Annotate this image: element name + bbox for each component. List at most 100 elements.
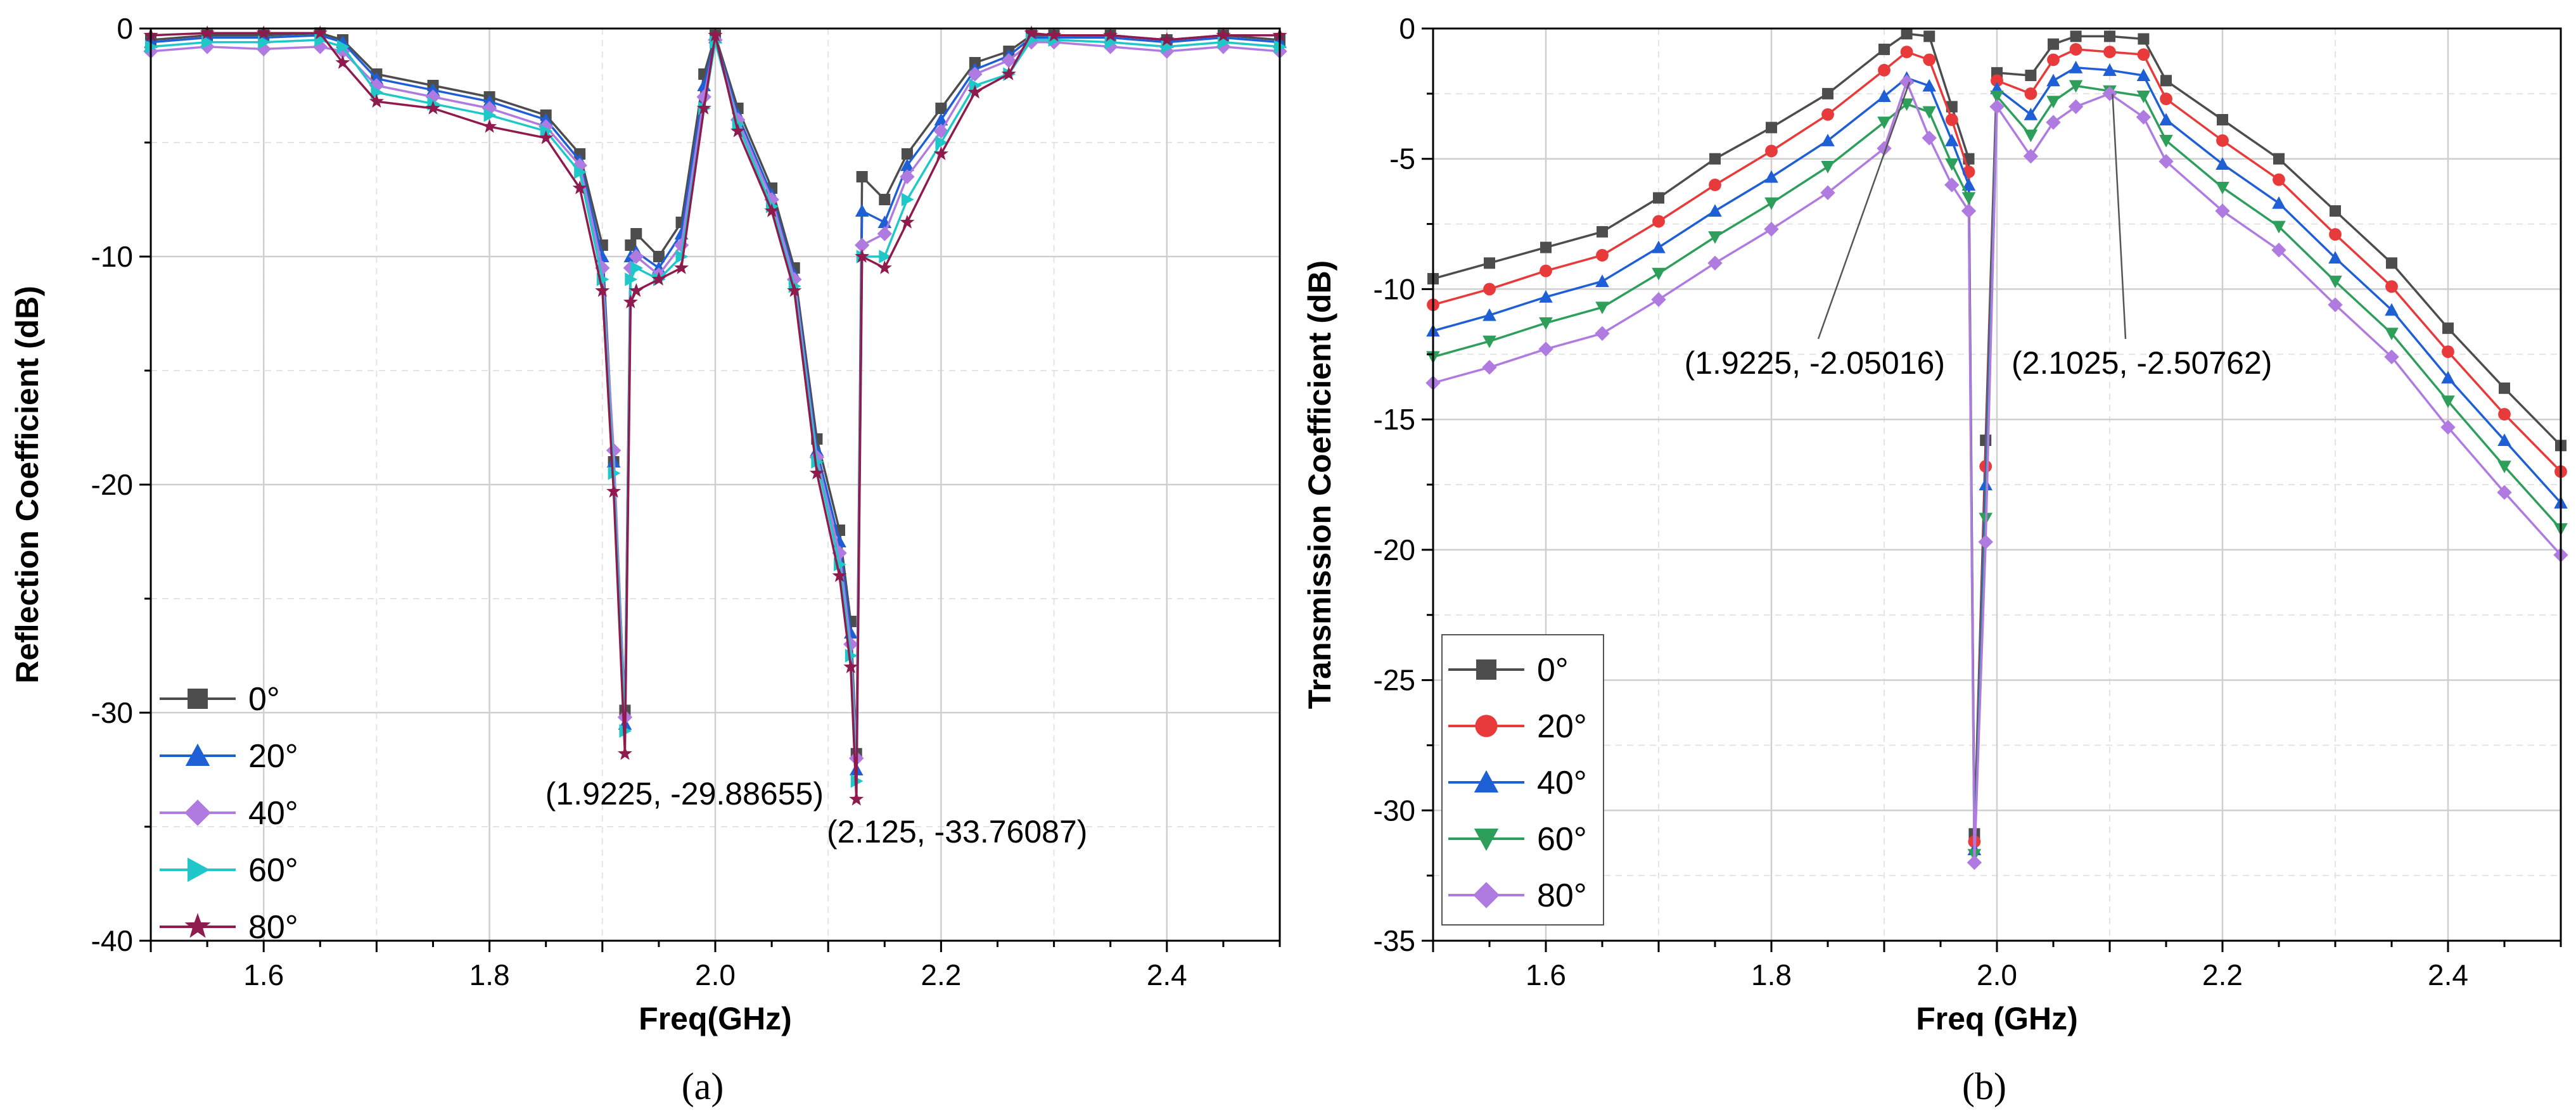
data-point	[1821, 134, 1835, 146]
data-point	[2497, 461, 2511, 473]
data-point	[2136, 110, 2152, 125]
data-point	[879, 250, 892, 264]
data-point	[2046, 96, 2060, 108]
data-point	[2160, 92, 2172, 105]
data-point	[336, 40, 350, 54]
data-point	[2272, 220, 2286, 234]
data-point	[2068, 99, 2084, 115]
data-point	[2137, 48, 2150, 61]
legend-marker	[185, 743, 210, 766]
legend-label: 40°	[248, 795, 298, 832]
data-point	[2440, 419, 2456, 435]
y-tick-label: -40	[91, 924, 133, 957]
panel-caption: (b)	[1962, 1066, 2006, 1107]
data-point	[540, 124, 553, 138]
data-point	[2216, 181, 2229, 194]
data-point	[1483, 283, 1496, 296]
x-axis-title: Freq(GHz)	[639, 1001, 792, 1036]
data-point	[2215, 203, 2230, 219]
data-point	[1961, 178, 1976, 191]
data-point	[2498, 408, 2511, 421]
legend-label: 60°	[1537, 821, 1587, 858]
legend-marker	[1475, 715, 1498, 737]
data-point	[1923, 53, 1936, 67]
data-point	[1944, 177, 1960, 193]
x-tick-label: 2.2	[2202, 958, 2243, 991]
data-point	[2385, 328, 2399, 341]
data-point	[2104, 30, 2115, 42]
data-point	[1652, 267, 1666, 281]
legend-item: 0°	[160, 681, 280, 718]
legend-marker	[1476, 659, 1496, 680]
data-point	[843, 637, 858, 652]
x-tick-label: 2.4	[2428, 958, 2468, 991]
legend-label: 60°	[248, 852, 298, 889]
data-point	[371, 86, 384, 99]
data-point	[2271, 243, 2286, 258]
data-point	[1709, 178, 1721, 191]
data-point	[2385, 303, 2399, 316]
data-point	[258, 35, 271, 49]
data-point	[617, 746, 632, 760]
data-point	[2160, 75, 2172, 87]
data-point	[730, 112, 746, 127]
data-point	[1001, 53, 1017, 68]
data-point	[256, 41, 271, 57]
data-point	[1484, 257, 1495, 269]
legend-label: 0°	[1537, 652, 1569, 689]
data-point	[2103, 63, 2117, 76]
data-point	[2442, 345, 2454, 359]
data-point	[1538, 341, 1553, 357]
data-point	[2329, 228, 2342, 241]
legend-item: 60°	[160, 852, 298, 889]
data-point	[1765, 144, 1778, 158]
data-point	[2385, 280, 2398, 293]
legend-marker	[1474, 829, 1499, 851]
data-point	[1482, 335, 1496, 348]
data-point	[539, 130, 554, 144]
data-point	[674, 260, 689, 274]
data-point	[426, 83, 440, 96]
data-point	[1900, 46, 1913, 58]
y-tick-label: 0	[117, 12, 133, 45]
legend-item: 40°	[160, 795, 298, 832]
legend-marker	[1473, 882, 1500, 908]
data-point	[625, 239, 637, 251]
data-point	[1709, 153, 1721, 165]
data-point	[1821, 161, 1835, 174]
data-point	[787, 283, 802, 297]
data-point	[2024, 129, 2038, 143]
data-point	[595, 260, 610, 276]
data-point	[1945, 134, 1959, 146]
y-tick-label: -10	[91, 240, 133, 273]
legend-item: 60°	[1448, 821, 1587, 858]
y-axis-title: Transmission Coefficient (dB)	[1302, 260, 1337, 709]
data-point	[1216, 27, 1231, 42]
y-tick-label: -5	[1389, 143, 1415, 175]
data-point	[1482, 308, 1496, 321]
data-point	[1766, 122, 1777, 134]
legend: 0° 20° 40° 60° 80°	[1441, 634, 1604, 926]
data-point	[653, 251, 665, 262]
x-tick-label: 1.6	[1526, 958, 1566, 991]
data-point	[2025, 70, 2037, 82]
data-point	[606, 443, 622, 458]
data-point	[901, 148, 913, 160]
data-point	[2102, 86, 2117, 101]
data-point	[256, 25, 271, 39]
legend-item: 20°	[1448, 708, 1587, 745]
data-point	[482, 118, 497, 133]
data-point	[1595, 302, 1609, 315]
data-point	[312, 25, 328, 39]
data-point	[1821, 108, 1834, 121]
data-point	[1922, 130, 1937, 146]
data-point	[1945, 113, 1958, 126]
x-tick-label: 1.6	[243, 958, 284, 991]
data-point	[2328, 251, 2342, 264]
data-point	[1764, 222, 1779, 237]
data-point	[1047, 27, 1062, 42]
data-point	[335, 54, 350, 69]
series-line	[150, 32, 1280, 801]
data-point	[200, 25, 215, 39]
chart-panel-b: 1.6 1.8 2.0 2.2 2.4 0 -5 -10 -15 -20 -25 -30 -35 Freq…	[1302, 12, 2568, 1107]
